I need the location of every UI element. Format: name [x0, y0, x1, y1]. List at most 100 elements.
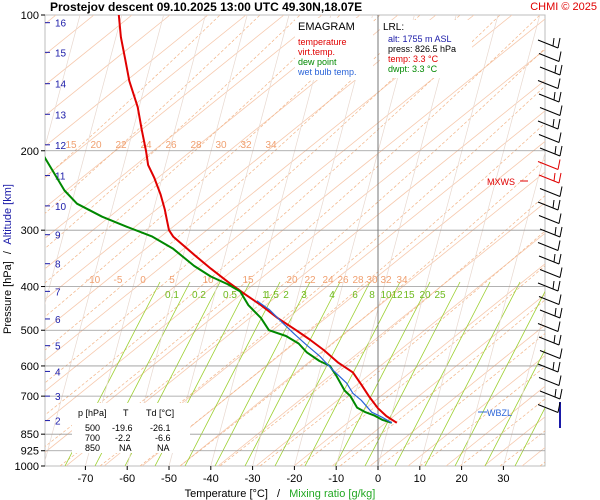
wind-barbs — [537, 37, 563, 428]
dry-adiabat-line — [65, 79, 545, 466]
wind-barb — [538, 336, 560, 346]
y-tick-label: 850 — [21, 429, 39, 441]
altitude-tick-label: 10 — [55, 202, 67, 213]
wind-barb-flag — [558, 213, 562, 224]
isotherm-line — [45, 15, 123, 306]
dry-adiabat-line — [407, 355, 545, 466]
wind-barb — [539, 269, 561, 278]
mixing-ratio-label: 0.2 — [192, 290, 206, 301]
moist-adiabat-line — [45, 15, 461, 384]
mixing-ratio-label-top: 5 — [169, 275, 175, 286]
x-tick-label: -20 — [286, 473, 302, 485]
isotherm-lines — [45, 15, 545, 466]
dry-adiabat-line — [45, 18, 545, 423]
wind-barb-flag — [558, 132, 562, 143]
y-tick-label: 300 — [21, 225, 39, 237]
y-tick-label: 700 — [21, 391, 39, 403]
wind-barb-flag — [559, 105, 563, 116]
moist-adiabat-line — [219, 195, 545, 466]
wind-barb-flag — [557, 240, 561, 251]
wind-barb — [537, 404, 559, 413]
dry-adiabat-line — [179, 171, 545, 466]
wind-barb-flag — [559, 348, 563, 359]
moist-adiabat-line — [59, 47, 545, 466]
wind-barb-flag — [558, 91, 562, 103]
moist-adiabat-line — [45, 15, 541, 447]
altitude-tick-label: 16 — [55, 19, 67, 30]
isotherm-label: 34 — [265, 140, 277, 151]
altitude-tick-label: 9 — [55, 231, 61, 242]
moist-adiabat-line — [99, 85, 545, 466]
y-axis-label-altitude: Altitude [km] — [2, 184, 14, 245]
dry-adiabat-line — [445, 385, 545, 466]
isotherm-line — [168, 15, 290, 466]
dry-adiabat-line — [45, 15, 209, 147]
wind-barb-flag — [557, 199, 561, 211]
legend-box — [295, 18, 373, 80]
table-cell: NA — [157, 443, 170, 453]
x-tick-label: 0 — [375, 473, 381, 485]
legend-virt-temp: virt.temp. — [298, 47, 335, 57]
table-header-t: T — [123, 408, 129, 418]
wind-barb-flag — [559, 388, 563, 400]
isotherm-line — [461, 151, 545, 466]
x-axis-label-separator: / — [277, 488, 281, 500]
mixing-ratio-label-top: 15 — [242, 275, 254, 286]
moist-adiabat-line — [45, 15, 301, 249]
wind-barb — [538, 377, 560, 386]
wind-barb-flag — [553, 334, 556, 344]
altitude-tick-label: 6 — [55, 315, 61, 326]
copyright: CHMI © 2025 — [530, 1, 597, 13]
mixing-ratio-label-top: 26 — [337, 275, 349, 286]
table-cell: 850 — [85, 443, 100, 453]
isotherm-label: 22 — [115, 140, 127, 151]
isotherm-line — [503, 308, 545, 466]
dry-adiabat-line — [255, 232, 545, 466]
isotherm-line — [335, 15, 457, 466]
mixing-ratio-label: 12 — [391, 290, 403, 301]
wind-barb-flag — [557, 37, 561, 49]
y-axis-label-separator: / — [2, 250, 14, 254]
moist-adiabat-line — [179, 159, 545, 466]
lrl-temp: temp: 3.3 °C — [388, 54, 439, 64]
altitude-tick-label: 11 — [55, 172, 66, 183]
dry-adiabat-line — [217, 202, 545, 466]
lrl-heading: LRL: — [383, 22, 404, 33]
series-temperature — [117, 15, 398, 424]
wind-barb-flag — [559, 64, 563, 76]
isotherm-line — [126, 15, 248, 466]
mixing-ratio-line — [304, 281, 401, 466]
dry-adiabat-line — [45, 15, 361, 270]
moist-adiabat-line — [45, 15, 221, 179]
wind-barb — [538, 215, 560, 224]
wind-barb — [537, 363, 559, 373]
isotherm-line — [419, 15, 541, 466]
plot-background — [44, 14, 546, 467]
wind-barb — [537, 282, 559, 292]
mixing-ratio-label: 20 — [419, 290, 431, 301]
mixing-ratio-label: 8 — [369, 290, 375, 301]
altitude-tick-label: 5 — [55, 342, 61, 353]
wind-barb-flag — [559, 307, 563, 319]
legend-dew-point: dew point — [298, 57, 337, 67]
altitude-tick-label: 13 — [55, 110, 67, 121]
isotherm-line — [252, 15, 373, 466]
mixing-ratio-line — [184, 281, 281, 466]
y-tick-label: 200 — [21, 146, 39, 158]
mixing-ratio-label-top: -5 — [114, 275, 123, 286]
moist-adiabat-line — [45, 15, 421, 351]
wind-barb — [537, 323, 559, 332]
wind-barb-flag — [558, 294, 562, 305]
dry-adiabat-line — [45, 15, 513, 392]
wind-barb — [539, 107, 561, 116]
x-tick-label: 10 — [414, 473, 426, 485]
wind-barb-flag — [552, 199, 555, 209]
isotherm-label: 20 — [90, 140, 102, 151]
x-axis-label: Temperature [°C] / Mixing ratio [g/kg] — [185, 488, 376, 500]
x-tick-label: -60 — [119, 473, 135, 485]
y-axis-label: Pressure [hPa] / Altitude [km] — [2, 184, 14, 334]
data-table-box — [72, 403, 190, 453]
wind-barb-flag — [559, 267, 563, 278]
altitude-tick-label: 7 — [55, 287, 61, 298]
mixing-ratio-label: 1.5 — [265, 290, 279, 301]
